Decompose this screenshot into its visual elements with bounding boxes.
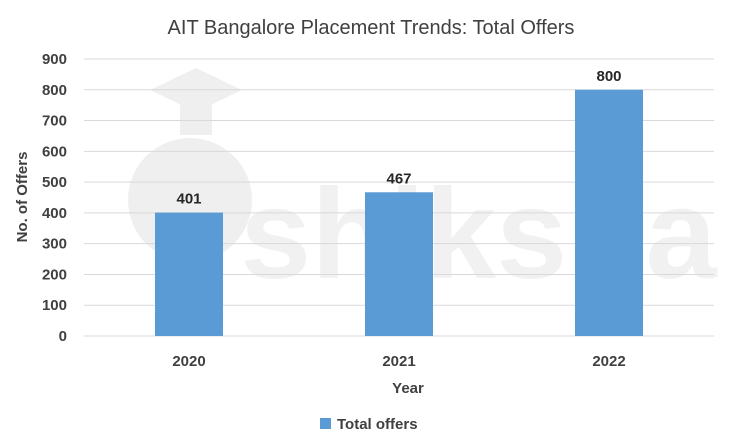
x-axis-ticks: 2020 2021 2022: [172, 353, 625, 370]
x-tick-label-2020: 2020: [172, 353, 205, 370]
legend: Total offers: [320, 416, 418, 433]
y-tick-label: 100: [42, 297, 67, 314]
x-tick-label-2022: 2022: [592, 353, 625, 370]
x-axis-label: Year: [392, 380, 424, 397]
legend-swatch: [320, 418, 331, 429]
y-tick-label: 900: [42, 51, 67, 68]
y-tick-label: 300: [42, 236, 67, 253]
bar-2022: [575, 89, 643, 337]
data-label-2021: 467: [386, 170, 411, 187]
bar-2020: [155, 212, 223, 336]
bars: [155, 89, 643, 337]
y-tick-label: 0: [59, 328, 67, 345]
y-tick-label: 700: [42, 113, 67, 130]
y-tick-label: 500: [42, 174, 67, 191]
y-axis-ticks: 0 100 200 300 400 500 600 700 800 900: [42, 51, 67, 345]
y-tick-label: 600: [42, 143, 67, 160]
y-tick-label: 400: [42, 205, 67, 222]
data-label-2020: 401: [176, 191, 201, 208]
legend-label: Total offers: [337, 416, 418, 433]
bar-2021: [365, 192, 433, 336]
y-tick-label: 200: [42, 266, 67, 283]
y-axis-label: No. of Offers: [14, 152, 31, 243]
chart-title: AIT Bangalore Placement Trends: Total Of…: [168, 17, 575, 39]
data-label-2022: 800: [596, 68, 621, 85]
data-labels: 401 467 800: [176, 68, 621, 208]
x-tick-label-2021: 2021: [382, 353, 415, 370]
watermark-text: shiksha: [240, 163, 718, 306]
y-tick-label: 800: [42, 82, 67, 99]
